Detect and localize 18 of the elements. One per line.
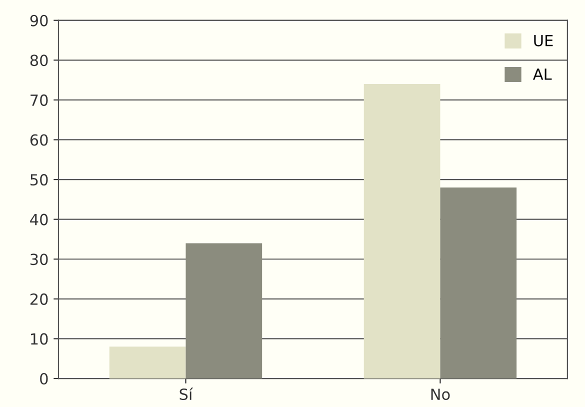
y-tick-label: 90 (30, 14, 48, 26)
bar (440, 187, 517, 379)
y-tick-label: 80 (30, 54, 48, 66)
y-tick-label: 0 (40, 372, 48, 385)
y-tick-label: 20 (30, 293, 48, 305)
y-tick-label: 10 (31, 333, 48, 345)
y-tick-label: 30 (30, 254, 48, 266)
bar (109, 346, 186, 379)
x-tick-label: Sí (180, 388, 194, 400)
legend-label: AL (532, 68, 552, 80)
legend-label: UE (534, 35, 553, 46)
y-tick-label: 70 (30, 94, 48, 106)
y-tick-label: 50 (30, 174, 48, 186)
y-tick-label: 40 (30, 214, 48, 226)
y-tick-label: 60 (30, 134, 48, 146)
bar (364, 84, 440, 379)
x-tick-label: No (431, 388, 450, 400)
bar (186, 243, 262, 379)
